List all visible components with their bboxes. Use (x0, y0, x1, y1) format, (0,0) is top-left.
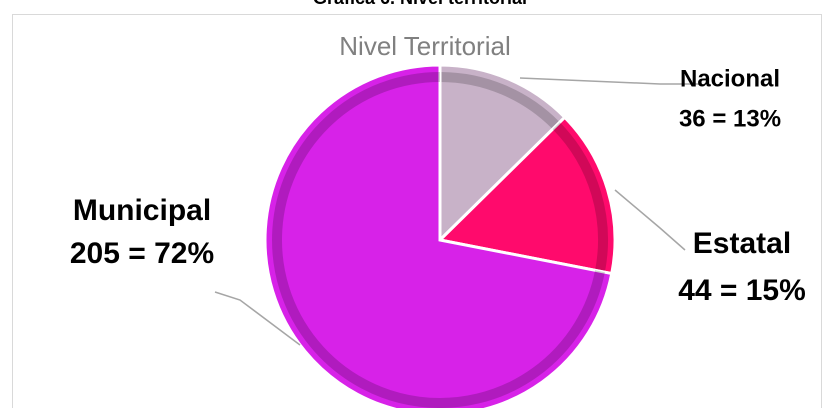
category-label: Nacional (680, 65, 780, 92)
value-label: 205 = 72% (70, 237, 214, 270)
slice-shade (552, 122, 608, 273)
leader-line (519, 77, 700, 85)
pie-slice (436, 115, 617, 276)
slice-shade (439, 72, 560, 130)
leader-line (614, 189, 686, 251)
pie (263, 63, 617, 408)
chart-title: Nivel Territorial (339, 31, 510, 61)
slice-shade (272, 72, 605, 408)
value-label: 44 = 15% (678, 274, 806, 307)
labels: Nacional 36 = 13% Estatal 44 = 15% Municipal… (70, 65, 806, 346)
value-label: 36 = 13% (679, 105, 781, 132)
category-label: Estatal (693, 227, 791, 260)
figure-title: Gráfica 6. Nivel territorial (313, 0, 527, 8)
category-label: Municipal (73, 194, 211, 227)
pie-slice (263, 63, 614, 408)
pie-slice (438, 63, 567, 244)
leader-line (214, 291, 301, 346)
